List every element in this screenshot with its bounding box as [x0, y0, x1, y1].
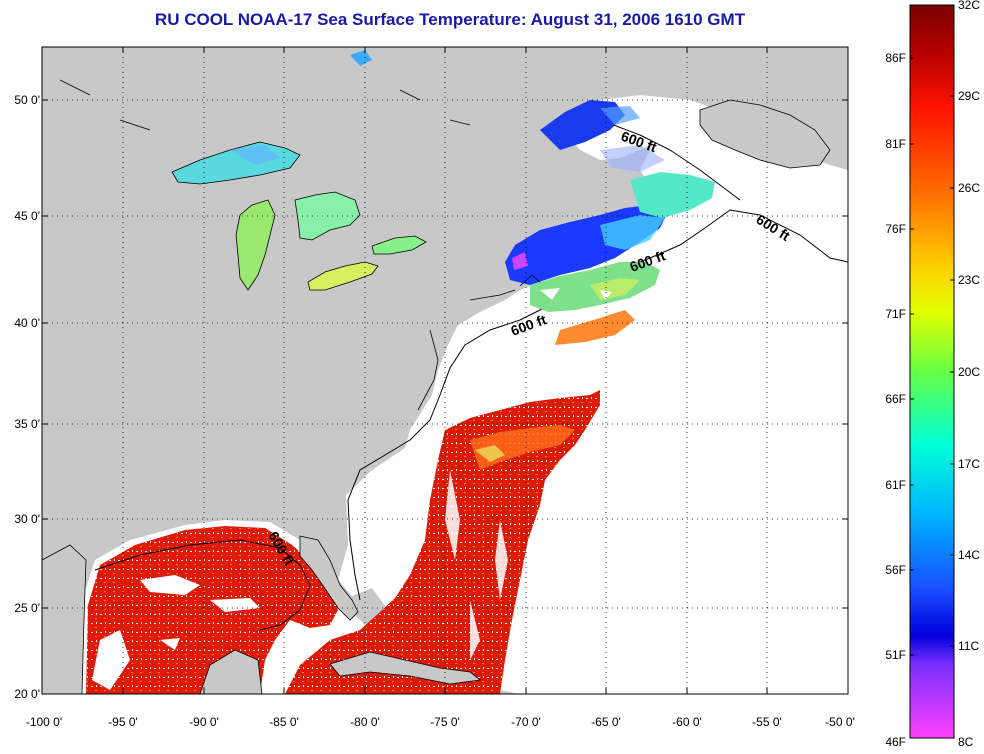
colorbar-fahrenheit-label: 81F [885, 137, 906, 151]
lake-michigan [235, 199, 276, 291]
colorbar-fahrenheit-label: 76F [885, 222, 906, 236]
colorbar-celsius-label: 20C [958, 365, 980, 379]
colorbar-celsius-label: 29C [958, 89, 980, 103]
colorbar-fahrenheit-label: 61F [885, 478, 906, 492]
scotian-shelf-sst [630, 172, 715, 218]
lon-label: -60 0' [672, 715, 702, 729]
lon-label: -95 0' [108, 715, 138, 729]
lat-label: 30 0' [14, 512, 40, 526]
colorbar-fahrenheit-label: 56F [885, 563, 906, 577]
isobath-600ft-gulf [94, 539, 311, 631]
map-title: RU COOL NOAA-17 Sea Surface Temperature:… [154, 10, 746, 29]
lon-label: -50 0' [825, 715, 855, 729]
colorbar-fahrenheit-label: 46F [885, 735, 906, 749]
lat-label: 40 0' [14, 316, 40, 330]
colorbar-celsius-label: 17C [958, 457, 980, 471]
isobath-600ft-east [347, 319, 521, 601]
colorbar-celsius-label: 8C [958, 735, 974, 749]
colorbar-fahrenheit-label: 86F [885, 51, 906, 65]
colorbar-celsius-label: 26C [958, 181, 980, 195]
lon-label: -55 0' [752, 715, 782, 729]
lon-label: -100 0' [26, 715, 62, 729]
lat-label: 25 0' [14, 601, 40, 615]
yucatan-land [199, 649, 263, 694]
colorbar [909, 4, 955, 739]
colorbar-fahrenheit-label: 66F [885, 392, 906, 406]
colorbar-celsius-label: 11C [958, 639, 979, 653]
florida-land [299, 535, 359, 621]
colorbar-celsius-label: 14C [958, 548, 980, 562]
lake-ontario [371, 235, 427, 255]
lake-erie [307, 261, 379, 291]
mexico-land [42, 544, 87, 694]
lat-label: 45 0' [14, 209, 40, 223]
lon-label: -70 0' [511, 715, 541, 729]
lon-label: -80 0' [350, 715, 380, 729]
lon-label: -65 0' [591, 715, 621, 729]
colorbar-celsius-label: 32C [958, 0, 980, 12]
colorbar-celsius-label: 23C [958, 273, 980, 287]
colorbar-fahrenheit-label: 51F [885, 648, 906, 662]
lat-label: 35 0' [14, 417, 40, 431]
lon-label: -75 0' [430, 715, 460, 729]
lat-label: 50 0' [14, 93, 40, 107]
lon-label: -90 0' [189, 715, 219, 729]
cuba-land [329, 651, 481, 685]
colorbar-fahrenheit-label: 71F [885, 307, 906, 321]
st-lawrence-sst [540, 100, 625, 150]
lat-label: 20 0' [14, 687, 40, 701]
lon-label: -85 0' [269, 715, 299, 729]
newfoundland [699, 99, 831, 169]
